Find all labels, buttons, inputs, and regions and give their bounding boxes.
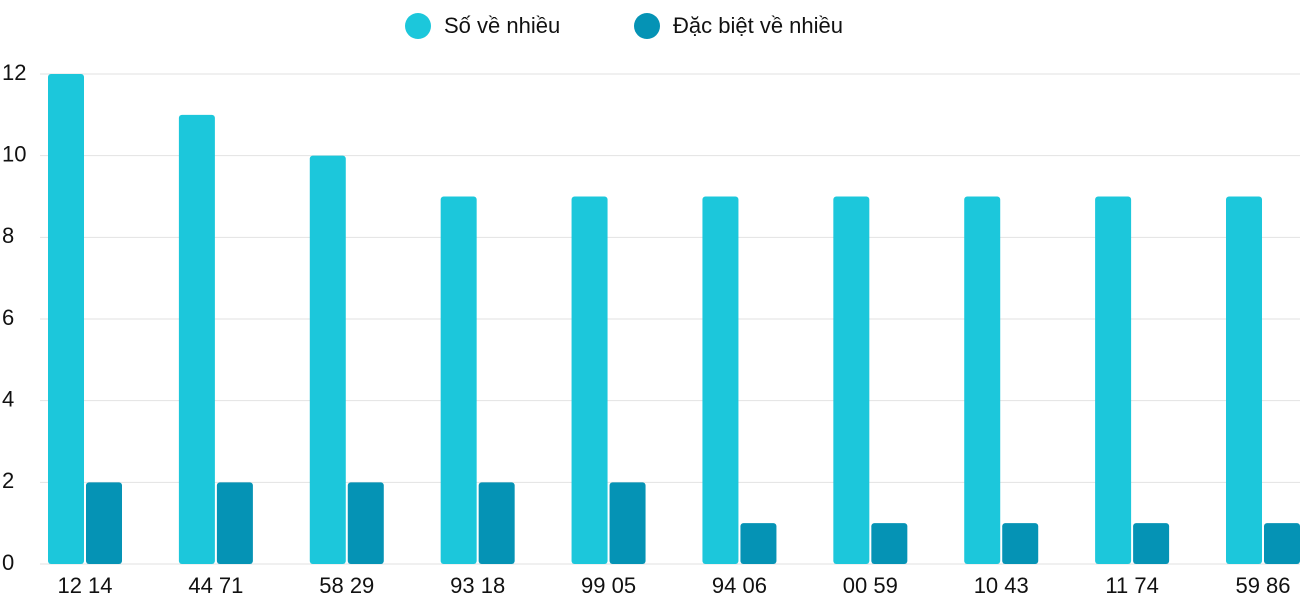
bar	[609, 482, 646, 564]
bar	[1133, 523, 1170, 564]
legend-label: Số về nhiều	[444, 13, 560, 38]
x-tick-label: 58 29	[319, 573, 374, 598]
x-tick-label: 99 05	[581, 573, 636, 598]
y-tick-label: 4	[2, 386, 14, 411]
x-tick-label: 12 14	[57, 573, 112, 598]
bar	[1226, 196, 1262, 564]
bar	[740, 523, 777, 564]
x-tick-label: 93 18	[450, 573, 505, 598]
bar	[833, 196, 870, 564]
x-tick-label: 59 86	[1235, 573, 1290, 598]
y-tick-label: 8	[2, 223, 14, 248]
y-tick-label: 6	[2, 305, 14, 330]
bar	[1264, 523, 1300, 564]
bar	[702, 196, 739, 564]
legend-label: Đặc biệt về nhiều	[673, 13, 843, 38]
y-tick-label: 12	[2, 60, 26, 85]
x-tick-label: 10 43	[974, 573, 1029, 598]
bar	[1095, 196, 1132, 564]
bar	[1002, 523, 1039, 564]
bar	[48, 74, 84, 564]
bar	[216, 482, 253, 564]
x-tick-label: 11 74	[1105, 573, 1158, 598]
y-tick-label: 2	[2, 468, 14, 493]
bar	[347, 482, 384, 564]
bar	[440, 196, 477, 564]
bar	[178, 114, 215, 564]
y-tick-label: 0	[2, 550, 14, 575]
bar	[478, 482, 515, 564]
bar	[86, 482, 122, 564]
x-tick-label: 00 59	[843, 573, 898, 598]
bar	[964, 196, 1001, 564]
y-tick-label: 10	[2, 141, 26, 166]
bar	[571, 196, 608, 564]
bar	[871, 523, 908, 564]
x-tick-label: 44 71	[188, 573, 243, 598]
bar	[309, 155, 346, 564]
legend-marker	[405, 13, 431, 39]
legend-marker	[634, 13, 660, 39]
x-tick-label: 94 06	[712, 573, 767, 598]
